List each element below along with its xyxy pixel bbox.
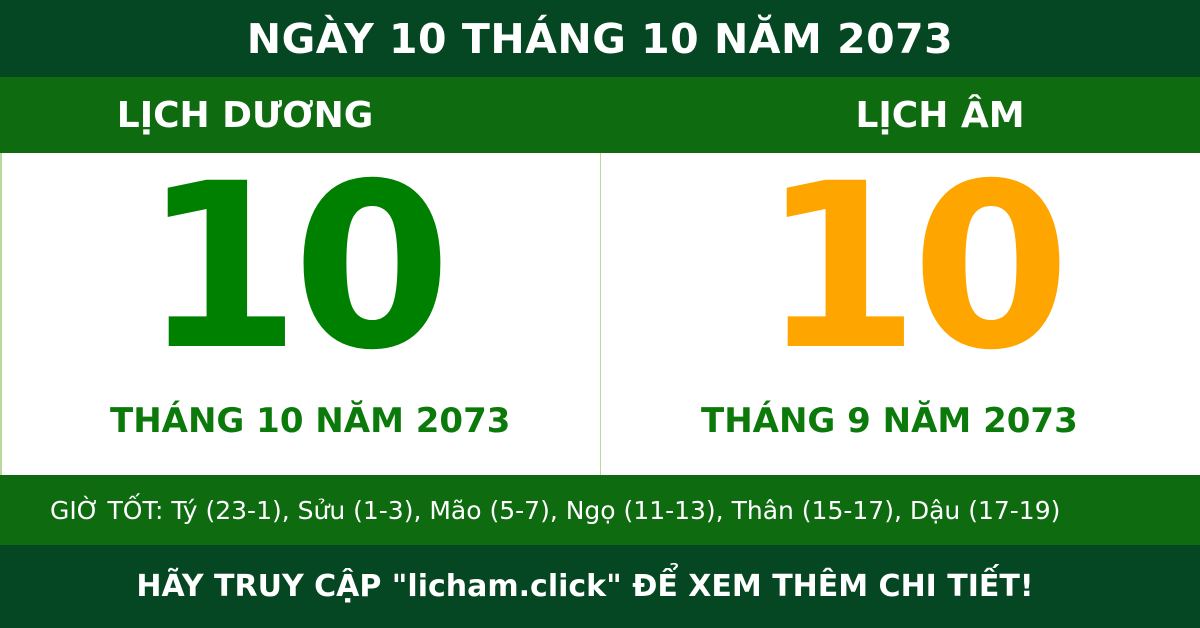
- solar-day: 10: [142, 134, 451, 400]
- good-hours: GIỜ TỐT: Tý (23-1), Sửu (1-3), Mão (5-7)…: [0, 475, 1200, 545]
- page-title: NGÀY 10 THÁNG 10 NĂM 2073: [0, 0, 1200, 77]
- lunar-panel: 10 THÁNG 9 NĂM 2073: [600, 153, 1200, 475]
- lunar-day: 10: [761, 134, 1070, 400]
- solar-calendar-label: LỊCH DƯƠNG: [116, 94, 374, 136]
- lunar-calendar-label: LỊCH ÂM: [855, 94, 1025, 136]
- solar-panel: 10 THÁNG 10 NĂM 2073: [0, 153, 600, 475]
- calendar-headers: LỊCH DƯƠNG LỊCH ÂM: [0, 77, 1200, 153]
- lunar-month-year: THÁNG 9 NĂM 2073: [701, 401, 1078, 441]
- solar-month-year: THÁNG 10 NĂM 2073: [110, 401, 511, 441]
- footer-cta: HÃY TRUY CẬP "licham.click" ĐỂ XEM THÊM …: [0, 545, 1200, 628]
